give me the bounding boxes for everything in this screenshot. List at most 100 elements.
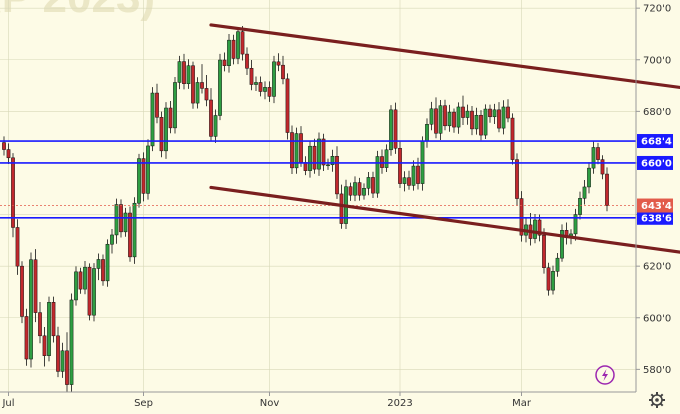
candle-body bbox=[533, 219, 537, 239]
candle-body bbox=[263, 87, 267, 92]
candle-body bbox=[326, 164, 330, 167]
candle bbox=[137, 153, 141, 208]
candle-body bbox=[587, 167, 591, 188]
candle bbox=[42, 327, 47, 367]
candle-body bbox=[155, 92, 159, 118]
candle-body bbox=[123, 212, 128, 233]
candle-body bbox=[492, 109, 497, 118]
candle-body bbox=[371, 177, 375, 194]
candle-body bbox=[38, 312, 42, 337]
candle bbox=[110, 229, 114, 254]
candle bbox=[92, 263, 96, 322]
candle bbox=[15, 219, 20, 275]
candle-body bbox=[191, 65, 195, 104]
candle-body bbox=[537, 219, 542, 236]
candle bbox=[483, 104, 488, 139]
candle bbox=[438, 100, 443, 140]
candle-body bbox=[51, 302, 56, 337]
candle bbox=[128, 206, 132, 262]
candle-body bbox=[362, 187, 366, 196]
candle-body bbox=[465, 110, 470, 118]
last-price-tag-label: 643'4 bbox=[641, 201, 672, 212]
candle-body bbox=[168, 107, 173, 129]
candle bbox=[272, 55, 276, 104]
candle bbox=[393, 102, 398, 154]
last-price-tag-box bbox=[637, 198, 673, 213]
lightning-icon[interactable] bbox=[595, 365, 615, 385]
candle bbox=[105, 239, 110, 287]
candle bbox=[384, 144, 389, 172]
candle-body bbox=[114, 204, 119, 236]
y-tick-label: 720'0 bbox=[643, 4, 671, 15]
candle bbox=[290, 125, 294, 175]
candle-body bbox=[357, 182, 362, 196]
candle-body bbox=[78, 271, 83, 290]
candle-body bbox=[416, 165, 420, 184]
candle-body bbox=[411, 165, 416, 186]
candle-body bbox=[443, 105, 447, 127]
candle bbox=[434, 97, 438, 139]
candle-body bbox=[375, 156, 380, 194]
candle bbox=[249, 60, 254, 91]
candle bbox=[245, 47, 249, 75]
candle-body bbox=[74, 271, 78, 301]
y-tick-label: 620'0 bbox=[643, 262, 671, 273]
candle bbox=[87, 263, 92, 321]
candle-body bbox=[317, 138, 321, 170]
candle-body bbox=[429, 108, 434, 125]
level-tag: 660'0 bbox=[637, 155, 673, 170]
candle-body bbox=[15, 227, 20, 267]
candle bbox=[321, 133, 326, 171]
candle-body bbox=[29, 259, 33, 360]
candle bbox=[24, 308, 29, 366]
candle bbox=[366, 171, 371, 196]
candle bbox=[348, 182, 353, 201]
candle bbox=[47, 296, 51, 362]
candle-body bbox=[366, 177, 371, 189]
candle bbox=[141, 152, 146, 202]
candle bbox=[276, 53, 281, 72]
horizontal-levels bbox=[0, 140, 636, 219]
candle bbox=[218, 53, 222, 121]
candle bbox=[443, 99, 447, 131]
candle bbox=[389, 105, 393, 156]
candle-body bbox=[47, 302, 51, 356]
candle-body bbox=[308, 145, 312, 171]
candle bbox=[596, 142, 600, 165]
candle bbox=[551, 265, 555, 295]
candle-body bbox=[60, 350, 65, 372]
candle bbox=[573, 208, 578, 241]
candle bbox=[65, 332, 69, 392]
candle bbox=[294, 127, 299, 174]
candle bbox=[146, 139, 150, 200]
candle bbox=[461, 95, 465, 126]
candle-body bbox=[218, 59, 222, 116]
candle-body bbox=[551, 271, 555, 291]
candle-body bbox=[254, 82, 258, 85]
candle-body bbox=[258, 82, 263, 92]
candle-body bbox=[542, 234, 546, 268]
candle bbox=[429, 101, 434, 131]
candle bbox=[398, 141, 402, 188]
candle bbox=[600, 155, 605, 180]
candle-body bbox=[434, 108, 438, 134]
candle-body bbox=[276, 61, 281, 66]
candle-body bbox=[438, 105, 443, 134]
candle-body bbox=[497, 109, 501, 129]
candle bbox=[69, 293, 74, 393]
last-price-tag: 643'4 bbox=[637, 198, 673, 213]
candle-body bbox=[447, 111, 452, 127]
candle-body bbox=[92, 268, 96, 316]
candle-body bbox=[24, 316, 29, 360]
candle-body bbox=[87, 266, 92, 316]
candle-body bbox=[204, 88, 209, 101]
settings-gear-icon[interactable] bbox=[649, 392, 665, 408]
x-tick-label: Jul bbox=[1, 398, 14, 409]
trend-lines bbox=[209, 23, 680, 254]
plot-background bbox=[0, 0, 636, 392]
candle-body bbox=[389, 109, 393, 151]
candle-body bbox=[312, 145, 317, 170]
candle bbox=[560, 224, 564, 262]
candle-body bbox=[591, 147, 596, 169]
candle bbox=[2, 136, 6, 156]
